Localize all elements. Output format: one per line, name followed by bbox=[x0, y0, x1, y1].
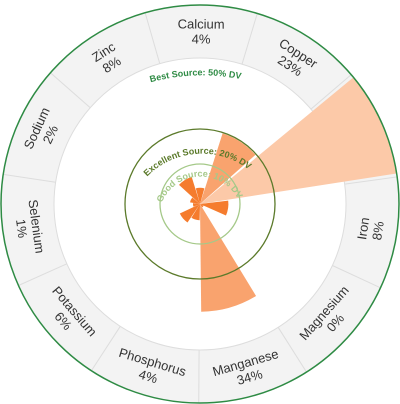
reference-rings bbox=[0, 4, 400, 404]
label-separator bbox=[18, 263, 68, 286]
bar-zinc bbox=[178, 176, 200, 204]
label-separator bbox=[144, 12, 161, 64]
bar-copper bbox=[200, 133, 256, 204]
label-separator bbox=[332, 265, 381, 289]
category-name: Selenium bbox=[25, 199, 47, 255]
label-separator bbox=[241, 13, 258, 65]
bar-iron bbox=[200, 200, 229, 216]
bar-magnesium bbox=[200, 204, 204, 208]
bar-sodium bbox=[190, 197, 200, 204]
reference-ring-20 bbox=[124, 128, 276, 280]
label-separator bbox=[50, 72, 91, 109]
bar-phosphorus bbox=[191, 204, 200, 221]
bar-potassium bbox=[179, 204, 200, 223]
bar-calcium bbox=[195, 187, 205, 204]
category-value: 2% bbox=[40, 122, 62, 146]
label-separator bbox=[90, 326, 121, 371]
category-value: 8% bbox=[369, 220, 387, 241]
bars-group bbox=[178, 5, 399, 312]
reference-ring-50 bbox=[0, 4, 400, 404]
bar-selenium bbox=[192, 203, 200, 207]
category-value: 4% bbox=[192, 31, 211, 46]
category-value: 1% bbox=[13, 218, 30, 239]
label-separator bbox=[344, 176, 398, 185]
category-value: 4% bbox=[137, 366, 160, 386]
bar-manganese bbox=[200, 204, 257, 312]
bar-iodine bbox=[200, 5, 399, 204]
category-name: Calcium bbox=[178, 16, 225, 31]
label-separator bbox=[277, 327, 307, 373]
reference-ring-10 bbox=[159, 163, 241, 245]
label-separator bbox=[3, 173, 56, 183]
label-separator bbox=[310, 74, 352, 110]
category-name: Iron bbox=[354, 216, 372, 240]
category-value: 34% bbox=[235, 366, 265, 388]
